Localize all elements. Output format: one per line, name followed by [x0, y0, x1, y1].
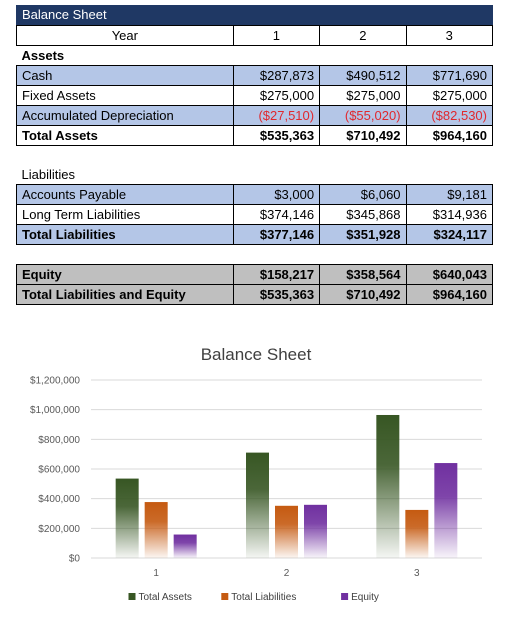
spacer-row [17, 245, 493, 265]
bar-total-liabilities[interactable] [405, 509, 429, 558]
cell-value[interactable]: $377,146 [232, 224, 321, 245]
cell-value[interactable]: $710,492 [319, 284, 407, 305]
row-label[interactable]: Fixed Assets [16, 85, 234, 106]
bar-equity[interactable] [434, 463, 458, 558]
header-year-3[interactable]: 3 [405, 25, 494, 46]
bar-total-assets[interactable] [115, 478, 139, 558]
total-liabilities-row: Total Liabilities $377,146 $351,928 $324… [16, 224, 494, 245]
balance-sheet-table: Balance Sheet Year 1 2 3 Assets Cash $28… [16, 5, 494, 305]
legend-swatch [221, 593, 229, 600]
cell-value[interactable]: $324,117 [405, 224, 494, 245]
row-label[interactable]: Cash [16, 65, 234, 86]
cell-value[interactable]: $345,868 [319, 204, 407, 225]
x-tick-label: 3 [414, 568, 420, 579]
table-row: Accumulated Depreciation ($27,510) ($55,… [16, 105, 494, 126]
row-label[interactable]: Total Assets [16, 125, 234, 146]
total-liabilities-equity-row: Total Liabilities and Equity $535,363 $7… [16, 284, 494, 305]
assets-section-row: Assets [17, 46, 493, 66]
legend-swatch [341, 593, 349, 600]
cell-value-negative[interactable]: ($27,510) [232, 105, 321, 126]
cell-value[interactable]: $374,146 [232, 204, 321, 225]
legend: Total Assets Total Liabilities Equity [128, 592, 379, 603]
cell-value[interactable]: $287,873 [232, 65, 321, 86]
cell-value[interactable]: $640,043 [405, 264, 494, 285]
x-axis-tick-labels: 1 2 3 [153, 568, 420, 579]
sheet-grid: Year 1 2 3 Assets Cash $287,873 $490,512… [16, 25, 494, 305]
cell-value[interactable]: $351,928 [319, 224, 407, 245]
row-label[interactable]: Equity [16, 264, 234, 285]
row-label[interactable]: Accounts Payable [16, 184, 234, 205]
balance-sheet-chart[interactable]: Balance Sheet $0 $200,000 $400,000 $600,000… [0, 335, 517, 618]
bar-total-assets[interactable] [376, 414, 400, 558]
table-row: Cash $287,873 $490,512 $771,690 [16, 65, 494, 86]
bar-equity[interactable] [173, 534, 197, 558]
cell-value[interactable]: $6,060 [319, 184, 407, 205]
y-tick-label: $1,200,000 [30, 376, 80, 387]
row-label[interactable]: Total Liabilities [16, 224, 234, 245]
liabilities-section-row: Liabilities [17, 165, 493, 185]
legend-label[interactable]: Total Assets [139, 592, 192, 603]
y-tick-label: $400,000 [38, 494, 80, 505]
cell-value[interactable]: $275,000 [319, 85, 407, 106]
cell-value[interactable]: $314,936 [405, 204, 494, 225]
y-tick-label: $600,000 [38, 465, 80, 476]
table-row: Fixed Assets $275,000 $275,000 $275,000 [16, 85, 494, 106]
header-row: Year 1 2 3 [16, 25, 494, 46]
legend-label[interactable]: Total Liabilities [231, 592, 296, 603]
cell-value[interactable]: $535,363 [232, 284, 321, 305]
bar-total-liabilities[interactable] [275, 505, 298, 558]
cell-value[interactable]: $158,217 [232, 264, 321, 285]
y-tick-label: $0 [69, 554, 81, 565]
cell-value[interactable]: $358,564 [319, 264, 407, 285]
sheet-title: Balance Sheet [16, 5, 493, 25]
liabilities-section-label[interactable]: Liabilities [21, 167, 75, 182]
cell-value-negative[interactable]: ($82,530) [405, 105, 494, 126]
header-year-2[interactable]: 2 [319, 25, 407, 46]
bars [115, 414, 458, 558]
x-tick-label: 1 [153, 568, 159, 579]
chart-title: Balance Sheet [201, 345, 312, 364]
header-year-label[interactable]: Year [16, 25, 234, 46]
equity-row: Equity $158,217 $358,564 $640,043 [16, 264, 494, 285]
cell-value[interactable]: $964,160 [405, 284, 494, 305]
cell-value[interactable]: $9,181 [405, 184, 494, 205]
y-axis-tick-labels: $0 $200,000 $400,000 $600,000 $800,000 $1,000… [30, 376, 80, 565]
bar-total-liabilities[interactable] [144, 502, 168, 558]
table-row: Long Term Liabilities $374,146 $345,868 … [16, 204, 494, 225]
bar-total-assets[interactable] [246, 452, 269, 558]
row-label[interactable]: Accumulated Depreciation [16, 105, 234, 126]
assets-section-label[interactable]: Assets [21, 48, 65, 63]
cell-value[interactable]: $3,000 [232, 184, 321, 205]
cell-value-negative[interactable]: ($55,020) [319, 105, 407, 126]
legend-label[interactable]: Equity [351, 592, 379, 603]
legend-swatch [128, 593, 136, 600]
cell-value[interactable]: $275,000 [405, 85, 494, 106]
y-tick-label: $1,000,000 [30, 405, 80, 416]
row-label[interactable]: Total Liabilities and Equity [16, 284, 234, 305]
total-assets-row: Total Assets $535,363 $710,492 $964,160 [16, 125, 494, 146]
spacer-row [17, 146, 493, 166]
cell-value[interactable]: $710,492 [319, 125, 407, 146]
header-year-1[interactable]: 1 [232, 25, 321, 46]
x-tick-label: 2 [284, 568, 290, 579]
y-tick-label: $800,000 [38, 435, 80, 446]
cell-value[interactable]: $771,690 [405, 65, 494, 86]
cell-value[interactable]: $275,000 [232, 85, 321, 106]
y-tick-label: $200,000 [38, 524, 80, 535]
cell-value[interactable]: $490,512 [319, 65, 407, 86]
cell-value[interactable]: $964,160 [405, 125, 494, 146]
cell-value[interactable]: $535,363 [232, 125, 321, 146]
row-label[interactable]: Long Term Liabilities [16, 204, 234, 225]
table-row: Accounts Payable $3,000 $6,060 $9,181 [16, 184, 494, 205]
bar-equity[interactable] [304, 504, 327, 558]
